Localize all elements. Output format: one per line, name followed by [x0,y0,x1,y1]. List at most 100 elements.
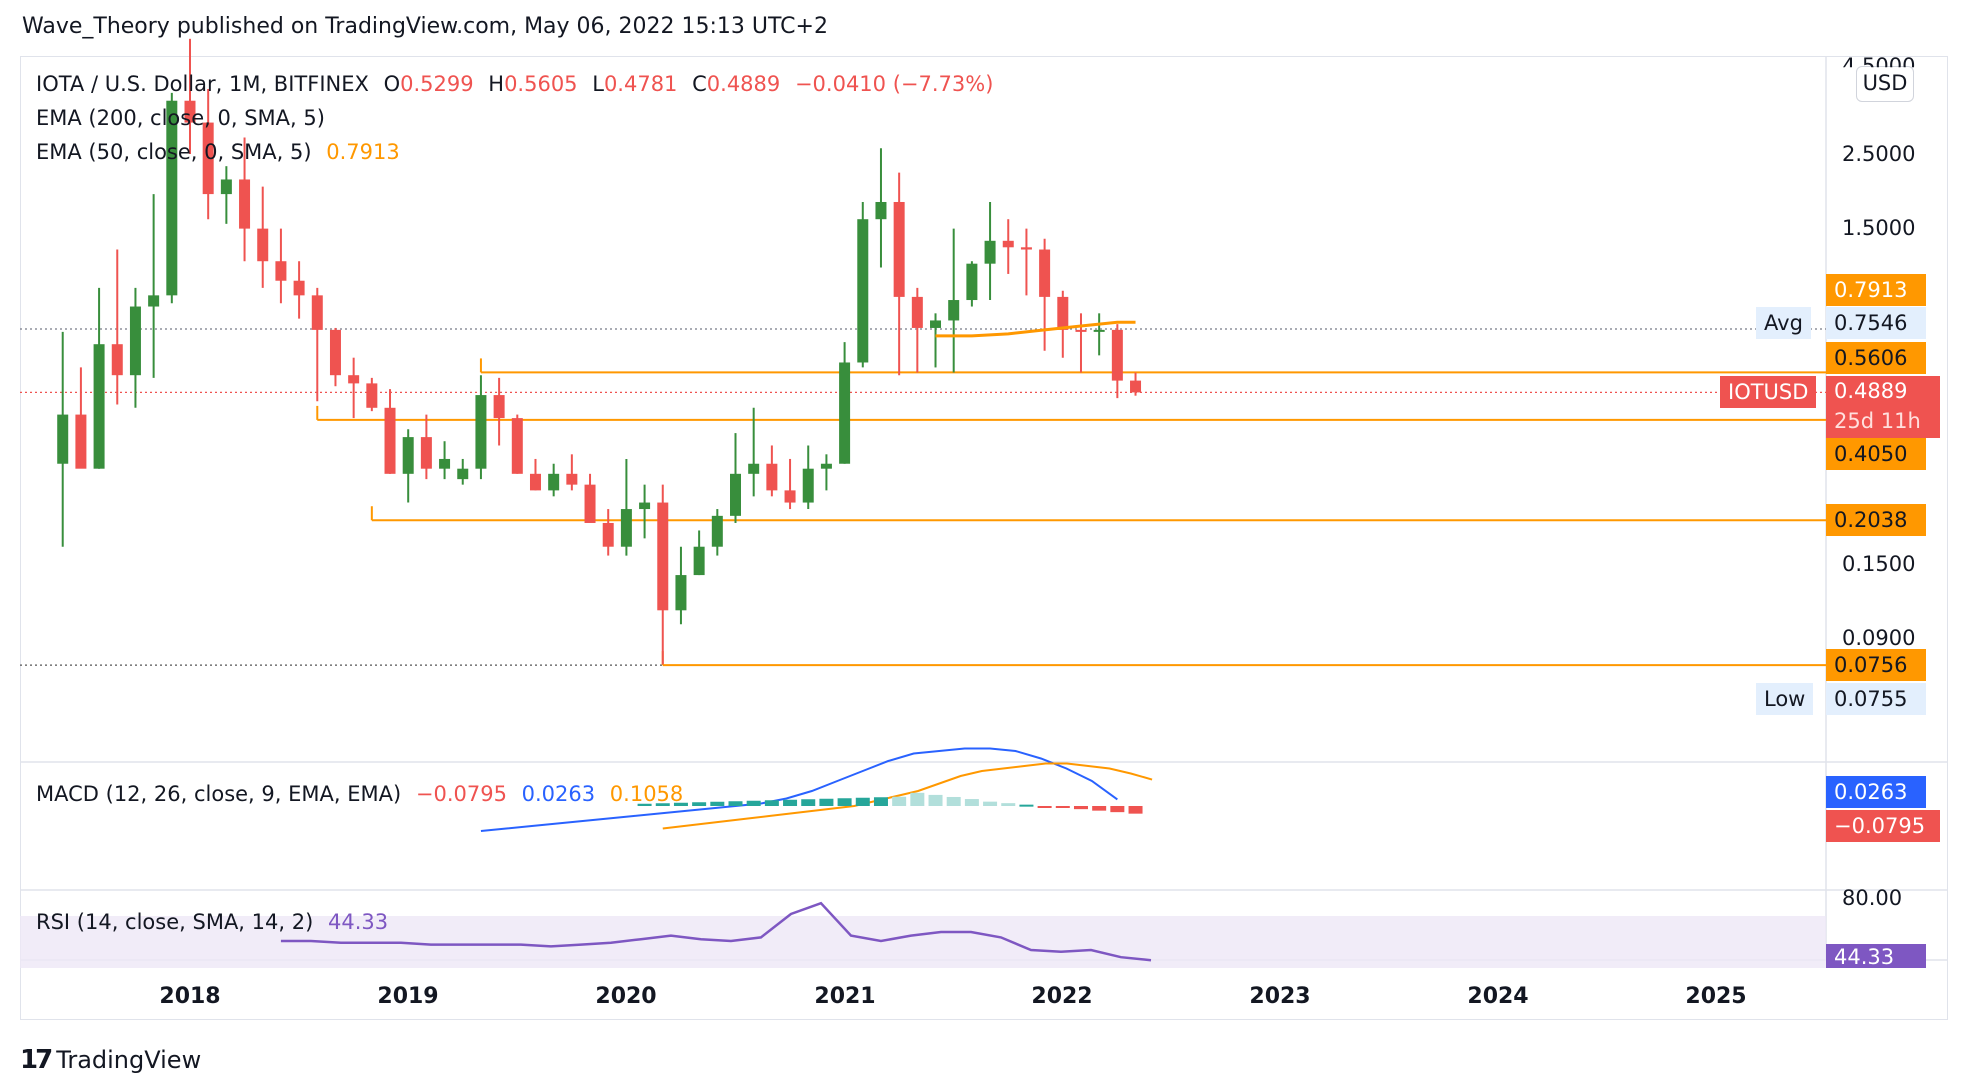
macd-histogram-bar [946,796,961,806]
ema200-label: EMA (200, close, 0, SMA, 5) [36,106,325,130]
macd-histogram-bar [637,803,652,806]
candle-body [566,473,578,485]
macd-histogram-bar [983,801,998,806]
candle-body [293,280,305,296]
candle-body [657,502,669,611]
candle-body [784,490,796,503]
symbol-name: IOTA / U.S. Dollar, 1M, BITFINEX [36,72,369,96]
ema200-legend[interactable]: EMA (200, close, 0, SMA, 5) [36,106,333,130]
macd-histogram-bar [855,797,870,806]
candle-body [1111,329,1123,381]
macd-histogram-bar [1037,806,1052,808]
macd-histogram-bar [801,799,816,806]
macd-histogram-bar [892,796,907,806]
candle-body [693,546,705,576]
rsi-value: 44.33 [327,910,389,934]
rsi-legend[interactable]: RSI (14, close, SMA, 14, 2) 44.33 [36,910,396,934]
candle-body [966,263,978,301]
level-price-badge: 0.0756 [1826,649,1926,681]
macd-histogram-bar [928,794,943,806]
price-tick: 0.0900 [1842,626,1916,650]
candle-body [1075,329,1087,332]
price-tick: 2.5000 [1842,142,1916,166]
candle-body [893,201,905,297]
open-value: 0.5299 [400,72,474,96]
candle-body [511,418,523,474]
high-value: 0.5605 [504,72,578,96]
symbol-badge: IOTUSD [1720,376,1817,408]
candle-body [839,362,851,464]
rsi-tick: 80.00 [1842,886,1903,910]
candle-body [529,473,541,491]
avg-price-badge: 0.7546 [1826,307,1926,339]
macd-histogram-bar [1128,806,1143,814]
candle-body [1020,247,1032,250]
candle-body [984,240,996,264]
macd-signal-line [662,762,1153,830]
candle-body [1002,240,1014,248]
candle-body [148,295,160,307]
macd-hist-badge: −0.0795 [1826,810,1940,842]
candle-body [802,468,814,503]
avg-label: Avg [1756,307,1811,339]
level-price-badge: 0.2038 [1826,504,1926,536]
time-tick: 2025 [1685,984,1747,1009]
macd-histogram-bar [764,800,779,806]
candle-body [602,522,614,547]
macd-line-value: 0.0263 [521,782,596,806]
candle-body [1057,296,1069,330]
candle-body [1130,380,1142,393]
macd-line [480,747,1118,832]
time-tick: 2018 [159,984,221,1009]
macd-histogram-bar [837,798,852,806]
level-price-badge: 0.4050 [1826,438,1926,470]
candle-body [548,473,560,491]
low-price-badge: 0.0755 [1826,683,1926,715]
time-tick: 2024 [1467,984,1529,1009]
macd-histogram-bar [873,797,888,806]
open-label: O [383,72,401,96]
chart-frame[interactable] [20,56,1948,1020]
symbol-legend[interactable]: IOTA / U.S. Dollar, 1M, BITFINEX O0.5299… [36,72,1001,96]
price-tick: 1.5000 [1842,216,1916,240]
high-label: H [488,72,505,96]
macd-label: MACD (12, 26, close, 9, EMA, EMA) [36,782,402,806]
macd-hist-value: −0.0795 [415,782,507,806]
publisher-header: Wave_Theory published on TradingView.com… [22,14,828,39]
last-price: 0.4889 [1834,379,1908,403]
candle-body [730,473,741,516]
candle-body [948,300,960,321]
tradingview-logo[interactable]: 17 TradingView [20,1045,201,1075]
tradingview-logo-icon: 17 [20,1045,53,1075]
candle-body [275,261,287,281]
tradingview-logo-text: TradingView [56,1046,202,1074]
macd-histogram-bar [746,800,761,806]
candle-body [75,414,87,469]
candle-body [911,296,923,328]
candle-body [402,437,414,474]
macd-histogram-bar [1110,806,1125,813]
candle-body [329,329,341,376]
candle-body [748,463,760,474]
candle-body [457,468,469,480]
macd-histogram-bar [819,798,834,806]
currency-button[interactable]: USD [1856,66,1914,102]
macd-histogram-bar [964,799,979,806]
price-tick: 4.5000 [1842,54,1916,78]
ema50-label: EMA (50, close, 0, SMA, 5) [36,140,312,164]
candle-body [493,395,505,419]
candle-body [129,306,141,376]
rsi-label: RSI (14, close, SMA, 14, 2) [36,910,314,934]
candle-body [239,179,251,229]
candle-body [439,458,451,469]
candle-body [111,344,123,376]
macd-histogram-bar [655,803,670,806]
candle-body [366,383,378,408]
macd-histogram-bar [673,802,688,806]
ema50-legend[interactable]: EMA (50, close, 0, SMA, 5) 0.7913 [36,140,408,164]
candle-body [1039,249,1051,297]
ema50-price-badge: 0.7913 [1826,274,1926,306]
candle-body [384,407,396,474]
macd-legend[interactable]: MACD (12, 26, close, 9, EMA, EMA) −0.079… [36,782,691,806]
